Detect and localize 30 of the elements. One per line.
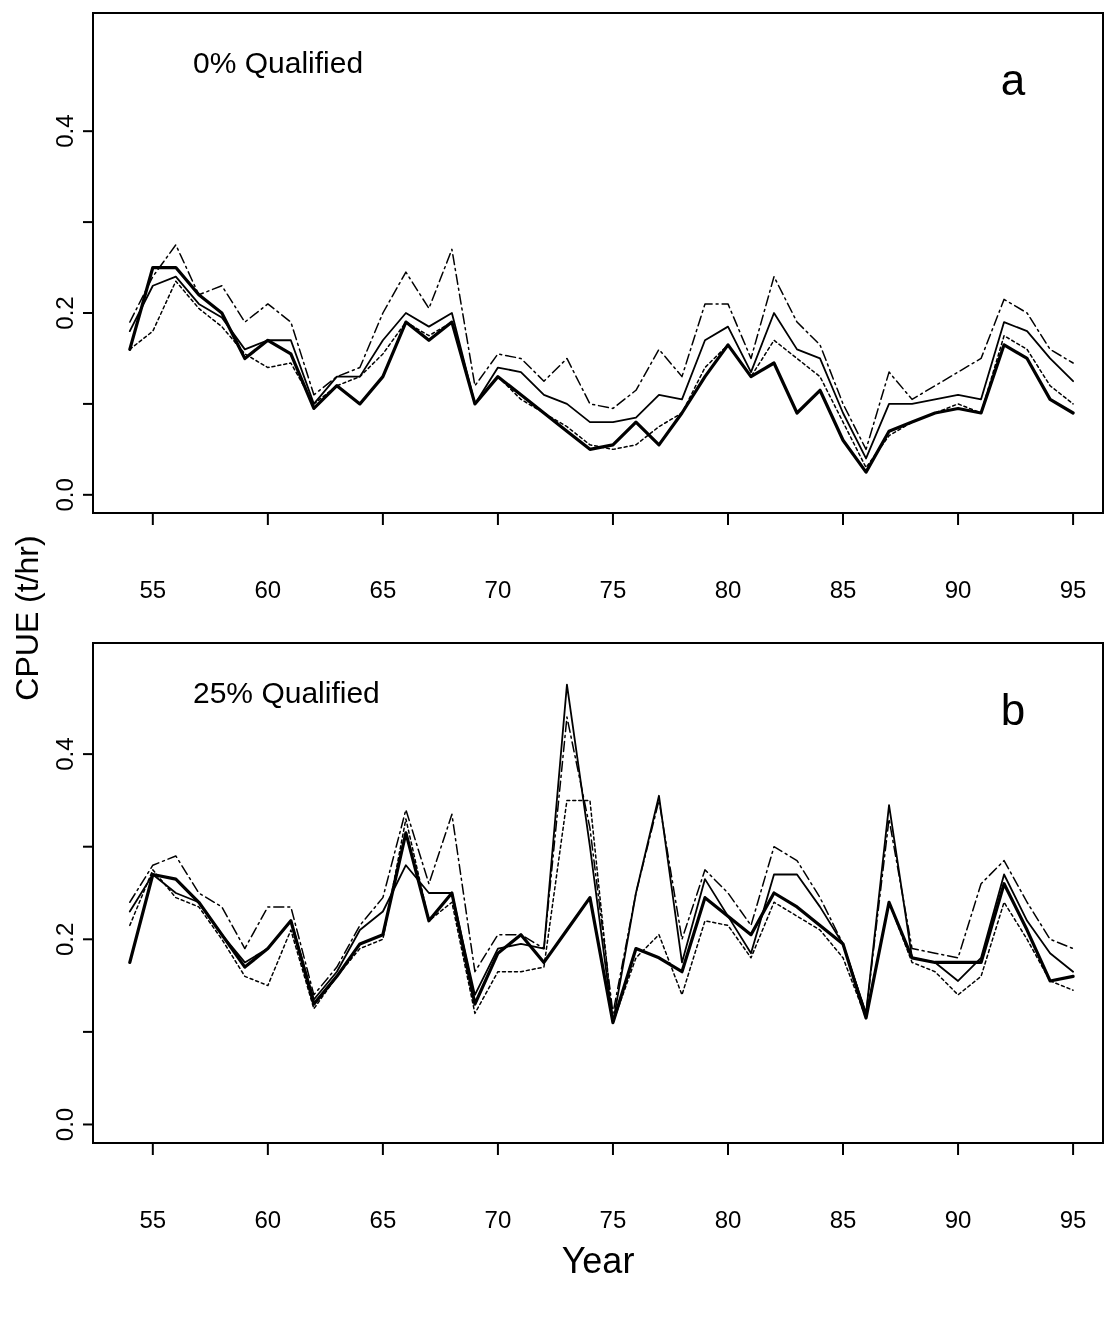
x-tick-label: 75 [599,576,627,603]
x-tick-label: 65 [369,1206,397,1233]
x-tick-label: 80 [714,1206,742,1233]
x-tick-label: 75 [599,1206,627,1233]
x-tick-label: 90 [944,576,972,603]
x-tick-label: 60 [254,1206,282,1233]
x-axis-title: Year [561,1240,635,1281]
x-tick-label: 55 [139,576,167,603]
text: 25% Qualified [193,676,380,709]
annotation: b [1000,685,1026,734]
text: 0% Qualified [193,46,364,79]
y-tick-label: 0.4 [51,114,78,148]
x-tick-label: 85 [829,1206,857,1233]
x-tick-label: 95 [1059,1206,1087,1233]
y-axis-title: CPUE (t/hr) [9,535,45,701]
x-tick-label: 70 [484,1206,512,1233]
y-tick-label: 0.2 [51,296,78,330]
y-tick-label: 0.4 [51,737,78,771]
x-tick-label: 65 [369,576,397,603]
x-tick-label: 55 [139,1206,167,1233]
y-tick-label: 0.2 [51,922,78,956]
x-tick-label: 70 [484,576,512,603]
x-tick-label: 60 [254,576,282,603]
y-tick-label: 0.0 [51,1107,78,1142]
x-tick-label: 80 [714,576,742,603]
x-tick-label: 85 [829,576,857,603]
y-tick-label: 0.0 [51,478,78,512]
annotation: a [1000,55,1026,104]
x-tick-label: 90 [944,1206,972,1233]
x-tick-label: 95 [1059,576,1087,603]
